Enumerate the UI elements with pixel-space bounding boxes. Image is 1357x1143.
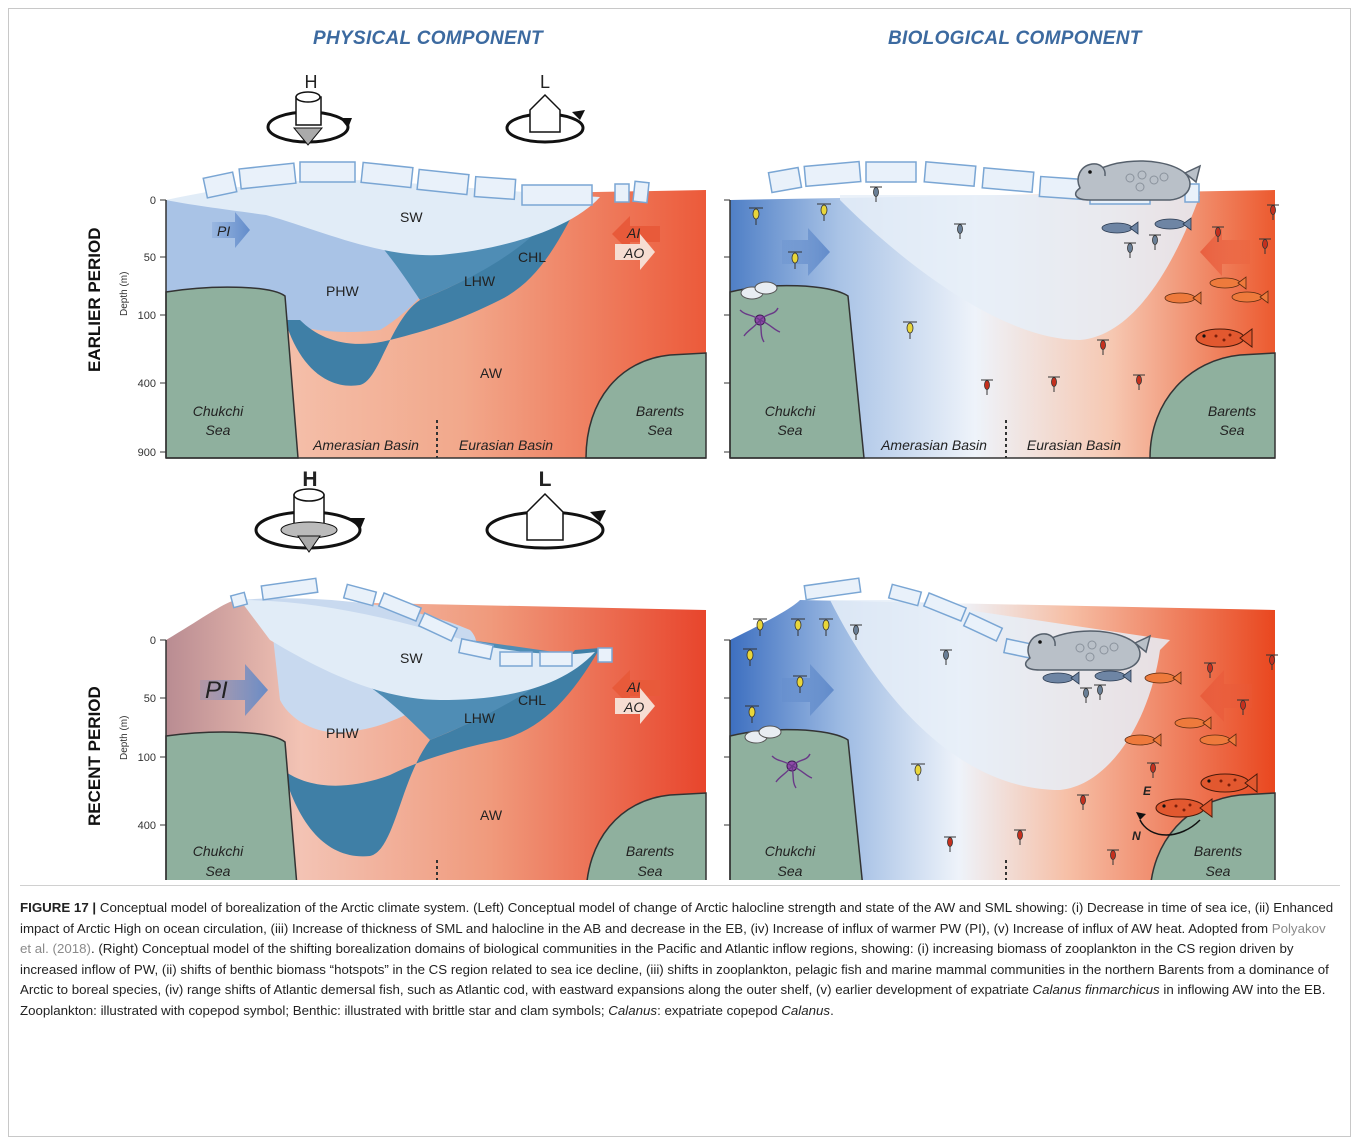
- sw-label-bottom: SW: [400, 650, 423, 666]
- figure-number: FIGURE 17 |: [20, 900, 97, 915]
- barents-label-bottom-2: Sea: [638, 863, 663, 879]
- tick-100-bottom: 100: [138, 752, 156, 764]
- barents-label-bio-top-1: Barents: [1208, 403, 1256, 419]
- arctic-high-symbol-bottom: [254, 488, 365, 553]
- amerasian-basin-label-bottom: Amerasian Basin: [312, 878, 419, 880]
- tick-400-bottom: 400: [138, 820, 156, 832]
- depth-axis-top: [160, 199, 166, 453]
- barents-label-bio-bottom-2: Sea: [1206, 863, 1231, 879]
- chukchi-label-top-1: Chukchi: [193, 403, 244, 419]
- high-pressure-label-top: H: [305, 72, 318, 92]
- barents-label-bottom-1: Barents: [626, 843, 674, 859]
- chukchi-label-bio-top-2: Sea: [778, 422, 803, 438]
- eurasian-basin-bio-bottom: Eurasian Basin: [1027, 878, 1121, 880]
- phw-label-top: PHW: [326, 283, 359, 299]
- physical-recent-panel: [165, 577, 707, 880]
- depth-ylabel-top: Depth (m): [119, 272, 130, 316]
- barents-label-top-1: Barents: [636, 403, 684, 419]
- calanus-term-1: Calanus: [608, 1002, 658, 1018]
- tick-50-top: 50: [144, 252, 156, 264]
- chukchi-label-bio-bottom-1: Chukchi: [765, 843, 816, 859]
- citation-link[interactable]: Polyakov et al. (2018): [20, 920, 1326, 957]
- chukchi-label-bottom-2: Sea: [206, 863, 231, 879]
- barents-label-bio-bottom-1: Barents: [1194, 843, 1242, 859]
- arctic-low-symbol-top: [505, 93, 585, 144]
- tick-400-top: 400: [138, 378, 156, 390]
- chl-label-bottom: CHL: [518, 692, 546, 708]
- calanus-finmarchicus-term: Calanus finmarchicus: [1032, 982, 1160, 998]
- caption-part-5: .: [830, 1002, 834, 1018]
- aw-label-bottom: AW: [480, 807, 503, 823]
- caption-divider: [20, 885, 1340, 886]
- arctic-low-symbol-bottom: [485, 492, 606, 550]
- ai-label-bottom: AI: [626, 679, 640, 695]
- tick-0-top: 0: [150, 195, 156, 207]
- eurasian-basin-label-top: Eurasian Basin: [459, 437, 553, 453]
- tick-900-top: 900: [138, 447, 156, 459]
- arctic-high-symbol-top: [266, 91, 352, 146]
- chukchi-label-bio-bottom-2: Sea: [778, 863, 803, 879]
- amerasian-basin-bio-top: Amerasian Basin: [880, 437, 987, 453]
- caption-part-2: . (Right) Conceptual model of the shifti…: [20, 941, 1329, 998]
- amerasian-basin-bio-bottom: Amerasian Basin: [880, 878, 987, 880]
- aw-label-top: AW: [480, 365, 503, 381]
- chukchi-label-bottom-1: Chukchi: [193, 843, 244, 859]
- tick-100-top: 100: [138, 310, 156, 322]
- north-label: N: [1132, 829, 1141, 843]
- low-pressure-label-top: L: [540, 72, 550, 92]
- caption-part-1: Conceptual model of borealization of the…: [20, 900, 1334, 936]
- chukchi-label-bio-top-1: Chukchi: [765, 403, 816, 419]
- tick-50-bottom: 50: [144, 693, 156, 705]
- chl-label-top: CHL: [518, 249, 546, 265]
- physical-earlier-panel: [165, 161, 707, 459]
- diagram-canvas: H L SW PHW LHW CHL AW PI AI AO Chukchi S…: [119, 72, 1280, 880]
- ai-label-top: AI: [626, 225, 640, 241]
- ao-label-top: AO: [623, 245, 644, 261]
- barents-label-top-2: Sea: [648, 422, 673, 438]
- low-pressure-label-bottom: L: [539, 468, 552, 491]
- high-pressure-label-bottom: H: [302, 468, 317, 491]
- depth-ylabel-bottom: Depth (m): [119, 716, 130, 760]
- caption-part-3: in inflowing AW into the EB. Zooplankton…: [20, 982, 1326, 1018]
- calanus-term-2: Calanus: [781, 1002, 831, 1018]
- pi-label-top: PI: [217, 223, 230, 239]
- lhw-label-top: LHW: [464, 273, 496, 289]
- lhw-label-bottom: LHW: [464, 710, 496, 726]
- east-label: E: [1143, 784, 1152, 798]
- tick-0-bottom: 0: [150, 635, 156, 647]
- amerasian-basin-label-top: Amerasian Basin: [312, 437, 419, 453]
- caption-part-4: : expatriate copepod: [657, 1002, 782, 1018]
- figure-caption: FIGURE 17 | Conceptual model of borealiz…: [20, 898, 1340, 1022]
- biological-recent-panel: [729, 577, 1279, 880]
- pi-label-bottom: PI: [205, 677, 228, 704]
- eurasian-basin-bio-top: Eurasian Basin: [1027, 437, 1121, 453]
- ao-label-bottom: AO: [623, 699, 644, 715]
- eurasian-basin-label-bottom: Eurasian Basin: [459, 878, 553, 880]
- biological-component-header: BIOLOGICAL COMPONENT: [888, 28, 1142, 49]
- phw-label-bottom: PHW: [326, 725, 359, 741]
- physical-component-header: PHYSICAL COMPONENT: [313, 28, 543, 49]
- chukchi-label-top-2: Sea: [206, 422, 231, 438]
- sw-label-top: SW: [400, 209, 423, 225]
- barents-label-bio-top-2: Sea: [1220, 422, 1245, 438]
- biological-earlier-panel: [729, 160, 1280, 459]
